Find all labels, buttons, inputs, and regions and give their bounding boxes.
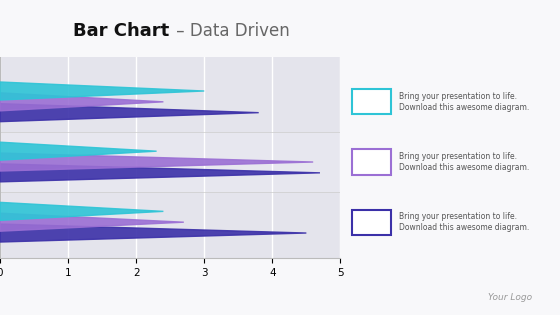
Polygon shape bbox=[0, 93, 164, 111]
Text: Bring your presentation to life.
Download this awesome diagram.: Bring your presentation to life. Downloa… bbox=[399, 213, 529, 232]
Polygon shape bbox=[0, 224, 306, 242]
Text: Bring your presentation to life.
Download this awesome diagram.: Bring your presentation to life. Downloa… bbox=[399, 152, 529, 172]
Polygon shape bbox=[0, 164, 320, 182]
Polygon shape bbox=[0, 153, 313, 171]
Text: Bring your presentation to life.
Download this awesome diagram.: Bring your presentation to life. Downloa… bbox=[399, 92, 529, 112]
Bar bbox=[0, 57, 340, 132]
Bar bbox=[0, 132, 340, 192]
Polygon shape bbox=[0, 82, 204, 100]
Polygon shape bbox=[0, 142, 157, 160]
Polygon shape bbox=[0, 202, 164, 220]
Legend: Series 3, Series 2, Series 1: Series 3, Series 2, Series 1 bbox=[71, 312, 269, 315]
Text: Bar Chart: Bar Chart bbox=[73, 22, 169, 40]
Text: – Data Driven: – Data Driven bbox=[171, 22, 290, 40]
Polygon shape bbox=[0, 104, 259, 122]
Bar bbox=[0, 192, 340, 258]
Polygon shape bbox=[0, 213, 184, 231]
Text: Your Logo: Your Logo bbox=[488, 293, 532, 302]
